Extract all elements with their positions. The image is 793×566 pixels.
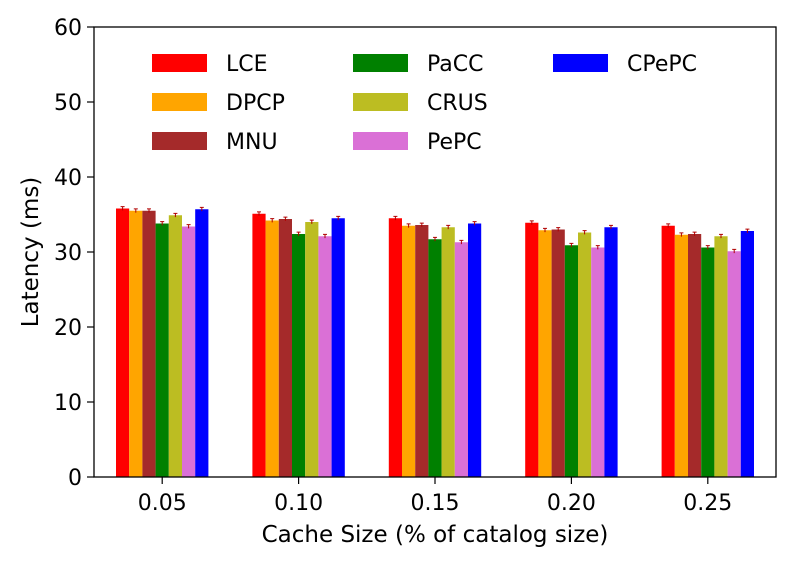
- x-tick-label: 0.15: [411, 491, 460, 516]
- legend-label-cpepc: CPePC: [627, 52, 697, 77]
- legend-swatch-crus: [353, 93, 408, 111]
- bar-crus-0.25: [714, 236, 728, 477]
- bar-pacc-0.15: [428, 239, 442, 477]
- bar-pepc-0.10: [318, 236, 332, 477]
- bar-pacc-0.20: [564, 245, 578, 477]
- bar-mnu-0.15: [415, 225, 429, 477]
- y-tick-label: 0: [68, 466, 82, 491]
- y-axis: 0 10 20 30 40 50 60: [54, 16, 94, 491]
- y-tick-label: 30: [54, 241, 82, 266]
- bar-lce-0.05: [116, 208, 130, 477]
- y-tick-label: 20: [54, 316, 82, 341]
- legend-label-crus: CRUS: [427, 91, 488, 116]
- bar-dpcp-0.20: [538, 230, 552, 477]
- bar-pacc-0.10: [292, 234, 306, 477]
- y-tick-label: 50: [54, 91, 82, 116]
- y-tick-label: 40: [54, 166, 82, 191]
- bar-crus-0.20: [578, 232, 592, 477]
- legend-label-dpcp: DPCP: [226, 91, 285, 116]
- bar-cpepc-0.05: [195, 209, 209, 477]
- legend-swatch-mnu: [152, 132, 207, 150]
- bar-crus-0.05: [168, 215, 182, 477]
- bar-lce-0.20: [525, 222, 539, 477]
- x-tick-label: 0.05: [138, 491, 187, 516]
- x-axis: 0.05 0.10 0.15 0.20 0.25: [138, 477, 732, 516]
- legend-label-pacc: PaCC: [427, 52, 483, 77]
- bar-dpcp-0.10: [265, 220, 279, 477]
- legend-swatch-pacc: [353, 54, 408, 72]
- legend: LCE DPCP MNU PaCC CRUS PePC CPePC: [152, 52, 697, 155]
- bar-pepc-0.20: [591, 247, 605, 477]
- bar-dpcp-0.15: [402, 225, 416, 477]
- bar-mnu-0.25: [688, 234, 702, 477]
- y-tick-label: 10: [54, 391, 82, 416]
- bar-dpcp-0.05: [129, 210, 143, 477]
- bar-pepc-0.05: [182, 226, 196, 477]
- bar-dpcp-0.25: [674, 234, 688, 477]
- bar-lce-0.25: [661, 225, 675, 477]
- bar-pepc-0.15: [454, 242, 468, 477]
- legend-label-mnu: MNU: [226, 130, 278, 155]
- bar-cpepc-0.20: [604, 227, 618, 477]
- bar-mnu-0.05: [142, 210, 156, 477]
- error-bars-layer: [120, 206, 750, 254]
- bar-crus-0.10: [305, 222, 319, 477]
- legend-swatch-cpepc: [553, 54, 608, 72]
- bar-mnu-0.20: [551, 229, 565, 477]
- legend-label-lce: LCE: [226, 52, 268, 77]
- x-axis-label: Cache Size (% of catalog size): [262, 522, 609, 548]
- legend-swatch-lce: [152, 54, 207, 72]
- x-tick-label: 0.20: [547, 491, 596, 516]
- y-tick-label: 60: [54, 16, 82, 41]
- y-axis-label: Latency (ms): [18, 177, 44, 328]
- legend-swatch-pepc: [353, 132, 408, 150]
- bar-mnu-0.10: [278, 219, 292, 477]
- bar-cpepc-0.25: [740, 231, 754, 477]
- x-tick-label: 0.10: [274, 491, 323, 516]
- bars-layer: [116, 208, 754, 477]
- bar-lce-0.15: [388, 218, 402, 477]
- bar-cpepc-0.10: [331, 218, 345, 477]
- bar-crus-0.15: [441, 227, 455, 477]
- bar-pacc-0.25: [701, 247, 715, 477]
- bar-cpepc-0.15: [468, 223, 482, 477]
- bar-pepc-0.25: [727, 251, 741, 477]
- bar-pacc-0.05: [155, 223, 169, 477]
- legend-label-pepc: PePC: [427, 130, 482, 155]
- legend-swatch-dpcp: [152, 93, 207, 111]
- x-tick-label: 0.25: [683, 491, 732, 516]
- bar-lce-0.10: [252, 213, 266, 477]
